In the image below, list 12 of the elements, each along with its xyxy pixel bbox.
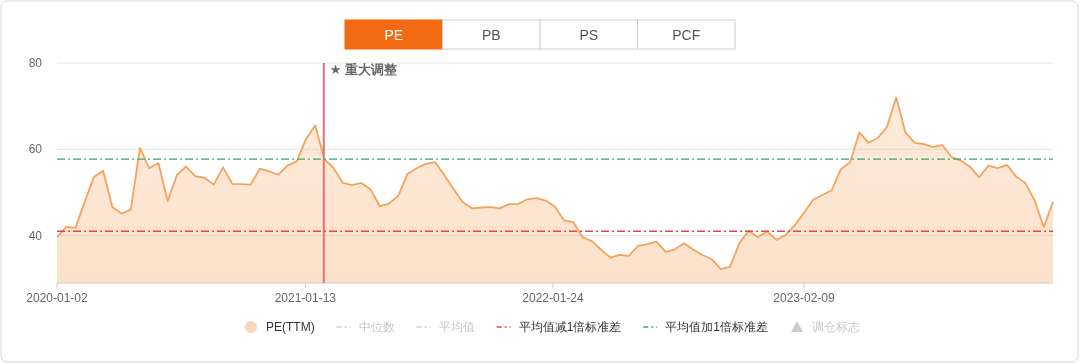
y-tick-label: 80 xyxy=(28,56,43,70)
ref-line-label: ★ 重大调整 xyxy=(329,62,399,77)
x-tick-label: 2021-01-13 xyxy=(274,291,337,305)
legend-label: PE(TTM) xyxy=(265,320,315,334)
legend-label: 平均值减1倍标准差 xyxy=(518,320,622,334)
x-tick-label: 2020-01-02 xyxy=(26,291,89,305)
tabs: PE PB PS PCF xyxy=(344,19,736,50)
y-tick-label: 40 xyxy=(28,228,43,243)
y-tick-label: 60 xyxy=(28,142,43,157)
x-tick-label: 2022-01-24 xyxy=(522,291,585,305)
x-tick-label: 2023-02-09 xyxy=(773,291,836,305)
legend-label: 平均值加1倍标准差 xyxy=(665,320,769,334)
